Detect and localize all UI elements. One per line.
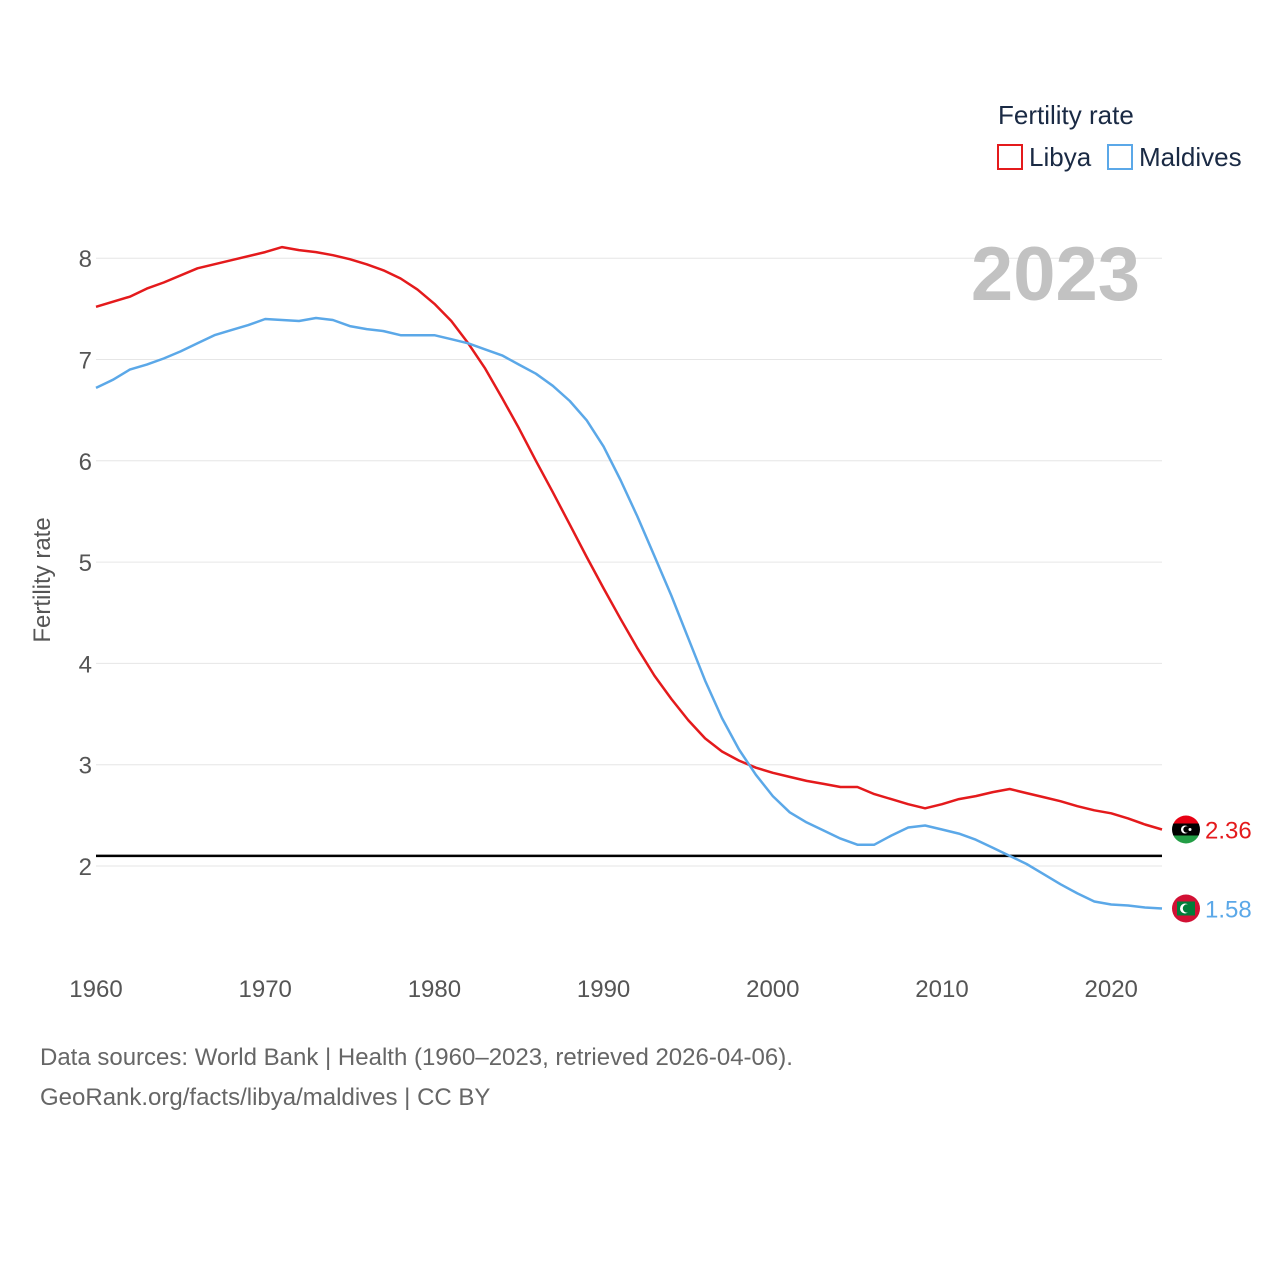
- x-tick-label: 1980: [408, 976, 461, 1003]
- legend-swatch-libya[interactable]: [997, 144, 1023, 170]
- end-value-maldives: 1.58: [1205, 897, 1252, 924]
- x-tick-label: 1960: [69, 976, 122, 1003]
- series-line-libya[interactable]: [95, 245, 1163, 831]
- y-axis-ticks: 2 3 4 5 6 7 8: [79, 246, 92, 881]
- y-tick-label: 6: [79, 449, 92, 476]
- series-lines: [95, 245, 1163, 910]
- legend-swatch-maldives[interactable]: [1107, 144, 1133, 170]
- attribution-link[interactable]: GeoRank.org/facts/libya/maldives | CC BY: [40, 1084, 491, 1111]
- series-line-maldives[interactable]: [95, 316, 1163, 910]
- libya-flag-icon: [1172, 815, 1200, 844]
- y-tick-label: 5: [79, 550, 92, 577]
- x-tick-label: 2010: [915, 976, 968, 1003]
- x-tick-label: 1970: [239, 976, 292, 1003]
- y-tick-label: 8: [79, 246, 92, 273]
- x-tick-label: 2000: [746, 976, 799, 1003]
- legend: Fertility rate Libya Maldives: [997, 100, 1242, 172]
- maldives-flag-icon: [1172, 894, 1200, 923]
- legend-label-libya[interactable]: Libya: [1029, 142, 1092, 172]
- legend-title: Fertility rate: [998, 100, 1134, 130]
- legend-label-maldives[interactable]: Maldives: [1139, 142, 1242, 172]
- y-tick-label: 3: [79, 753, 92, 780]
- x-axis-ticks: 1960 1970 1980 1990 2000 2010 2020: [69, 976, 1138, 1003]
- x-tick-label: 2020: [1085, 976, 1138, 1003]
- y-tick-label: 2: [79, 854, 92, 881]
- y-axis-label: Fertility rate: [29, 517, 56, 642]
- fertility-rate-chart: 2 3 4 5 6 7 8 1960 1970 1980 1990 2000 2010 2020 Fer…: [29, 100, 1252, 1003]
- y-tick-label: 4: [79, 651, 92, 678]
- y-tick-label: 7: [79, 348, 92, 375]
- highlight-year: 2023: [971, 232, 1140, 317]
- x-tick-label: 1990: [577, 976, 630, 1003]
- data-source-note: Data sources: World Bank | Health (1960–…: [40, 1044, 793, 1071]
- grid-lines: [96, 257, 1162, 867]
- end-value-libya: 2.36: [1205, 818, 1252, 845]
